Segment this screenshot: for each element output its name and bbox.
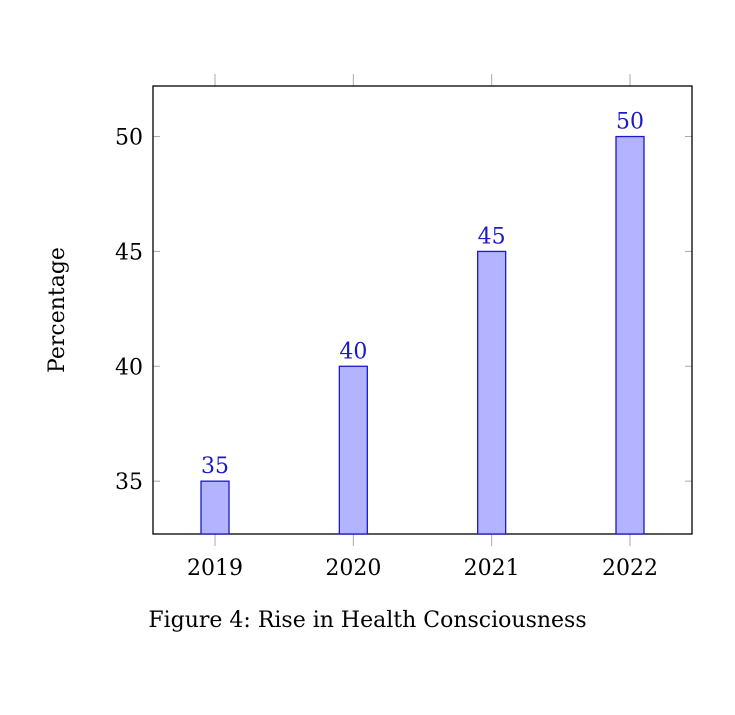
- bar-chart: 35 40 45 50 35 40 45 50 2019 2020 2021 2022 Perce…: [45, 74, 693, 581]
- bar-2019: [200, 480, 230, 535]
- y-tick-labels: 35 40 45 50: [115, 126, 143, 496]
- y-tick-label: 45: [115, 240, 143, 265]
- bar-2021: [477, 250, 507, 535]
- data-label-2021: 45: [478, 224, 506, 249]
- figure-caption: Figure 4: Rise in Health Consciousness: [148, 608, 587, 633]
- bar-series: [200, 135, 645, 535]
- x-tick-label-2022: 2022: [602, 556, 658, 581]
- x-tick-labels: 2019 2020 2021 2022: [187, 556, 658, 581]
- plot-frame: [152, 85, 693, 535]
- y-tick-label: 35: [115, 470, 143, 495]
- data-label-2019: 35: [201, 454, 229, 479]
- bar-2022: [615, 135, 645, 535]
- x-tick-label-2020: 2020: [325, 556, 381, 581]
- y-axis-label: Percentage: [45, 247, 70, 373]
- data-label-2022: 50: [616, 110, 644, 135]
- tick-marks: [153, 74, 692, 546]
- y-tick-label: 40: [115, 355, 143, 380]
- y-tick-label: 50: [115, 126, 143, 151]
- x-tick-label-2021: 2021: [464, 556, 520, 581]
- data-label-2020: 40: [339, 339, 367, 364]
- data-labels: 35 40 45 50: [201, 110, 644, 480]
- bar-2020: [338, 365, 368, 535]
- x-tick-label-2019: 2019: [187, 556, 243, 581]
